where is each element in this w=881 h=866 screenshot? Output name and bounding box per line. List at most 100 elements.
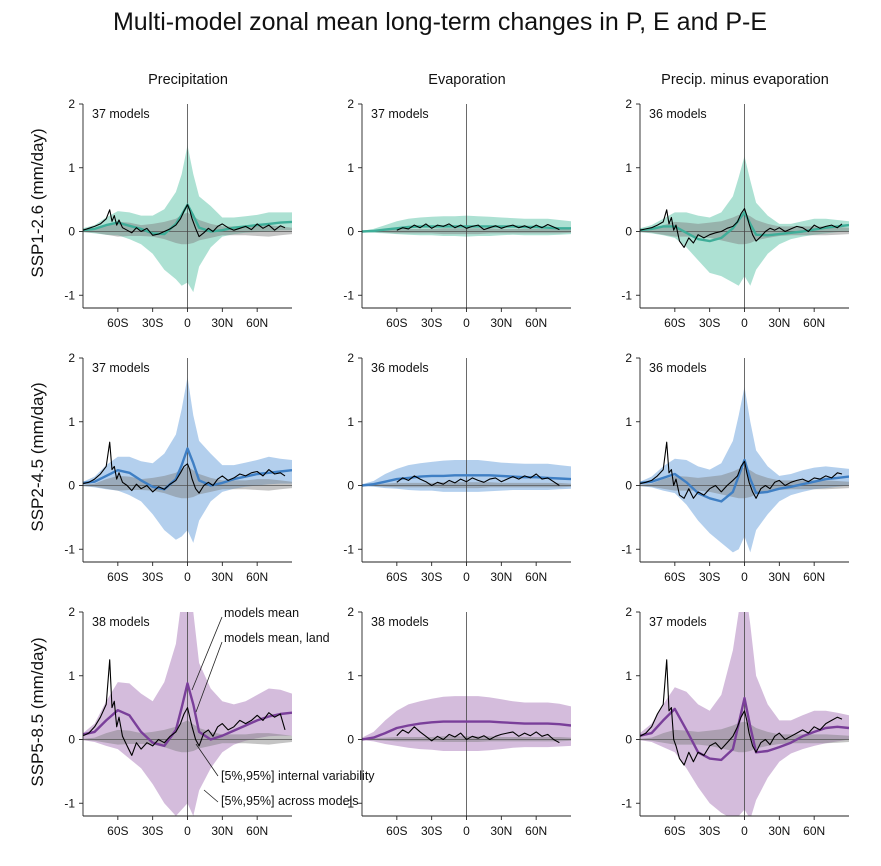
models-count-label: 37 models [92, 107, 150, 121]
row-label-ssp245: SSP2-4.5 (mm/day) [28, 382, 47, 531]
panel-3-3: -1 0 1 2 60S 30S 0 30N 60N 37 models [621, 605, 849, 838]
models-mean-line [640, 696, 849, 762]
models-mean-land-line [396, 223, 560, 231]
x-tick-label: 60S [386, 316, 407, 330]
models-mean-line [640, 211, 849, 243]
plot-area [83, 358, 292, 562]
x-tick-label: 60N [803, 824, 825, 838]
x-tick-label: 30N [768, 316, 790, 330]
models-count-label: 38 models [371, 615, 429, 629]
y-tick-label: 2 [347, 605, 354, 619]
y-tick-label: -1 [621, 796, 632, 810]
y-tick-label: 0 [347, 733, 354, 747]
models-mean-land-line [640, 208, 843, 248]
models-mean-line [83, 447, 292, 491]
x-tick-label: 60N [246, 570, 268, 584]
panel-1-2: -1 0 1 2 60S 30S 0 30N 60N 37 models [343, 97, 571, 330]
x-tick-label: 60S [664, 316, 685, 330]
x-tick-label: 30N [490, 570, 512, 584]
y-tick-label: -1 [64, 542, 75, 556]
y-tick-label: 2 [68, 97, 75, 111]
panels-group: -1 0 1 2 60S 30S 0 30N 60N 37 models -1 0 1 2 60S 30S 0 3… [64, 97, 849, 838]
y-tick-label: 0 [347, 225, 354, 239]
models-mean-line [362, 225, 571, 233]
annotation-models-mean-land: models mean, land [224, 631, 330, 645]
models-count-label: 38 models [92, 615, 150, 629]
x-tick-label: 30N [211, 824, 233, 838]
x-tick-label: 30S [421, 570, 442, 584]
y-tick-label: -1 [621, 542, 632, 556]
x-tick-label: 60N [803, 316, 825, 330]
y-tick-label: 0 [625, 225, 632, 239]
x-tick-label: 30N [490, 824, 512, 838]
panel-2-2: -1 0 1 2 60S 30S 0 30N 60N 36 models [343, 351, 571, 584]
models-count-label: 37 models [649, 615, 707, 629]
y-tick-label: 1 [347, 161, 354, 175]
panel-1-1: -1 0 1 2 60S 30S 0 30N 60N 37 models [64, 97, 292, 330]
x-tick-label: 30N [211, 316, 233, 330]
models-mean-land-line [83, 204, 286, 238]
y-tick-label: 1 [68, 415, 75, 429]
y-tick-label: 0 [347, 479, 354, 493]
column-title-p-minus-e: Precip. minus evaporation [661, 72, 829, 88]
row-label-ssp126: SSP1-2.6 (mm/day) [28, 128, 47, 277]
y-tick-label: 1 [68, 669, 75, 683]
models-count-label: 36 models [649, 361, 707, 375]
y-tick-label: 1 [68, 161, 75, 175]
x-tick-label: 0 [741, 570, 748, 584]
x-tick-label: 60N [525, 824, 547, 838]
y-tick-label: -1 [621, 288, 632, 302]
models-mean-line [640, 458, 849, 503]
models-mean-line [362, 474, 571, 487]
y-tick-label: 1 [625, 161, 632, 175]
plot-area [362, 358, 571, 562]
annotation-models-mean: models mean [224, 606, 299, 620]
x-tick-label: 0 [463, 316, 470, 330]
x-tick-label: 0 [463, 824, 470, 838]
x-tick-label: 30S [142, 570, 163, 584]
x-tick-label: 30N [490, 316, 512, 330]
x-tick-label: 60S [107, 316, 128, 330]
x-tick-label: 0 [184, 570, 191, 584]
annotation-leader-internal-variability [195, 743, 219, 777]
models-mean-land-line [640, 441, 843, 499]
plot-area [640, 358, 849, 562]
annotation-internal-variability: [5%,95%] internal variability [221, 769, 375, 783]
x-tick-label: 0 [463, 570, 470, 584]
y-tick-label: 2 [625, 351, 632, 365]
x-tick-label: 30N [768, 570, 790, 584]
x-tick-label: 30S [142, 824, 163, 838]
models-count-label: 37 models [92, 361, 150, 375]
x-tick-label: 60S [386, 824, 407, 838]
x-tick-label: 60N [803, 570, 825, 584]
y-tick-label: -1 [343, 288, 354, 302]
y-tick-label: 2 [68, 351, 75, 365]
row-label-ssp585: SSP5-8.5 (mm/day) [28, 637, 47, 786]
models-mean-land-line [83, 441, 286, 494]
x-tick-label: 60N [246, 316, 268, 330]
y-tick-label: 2 [347, 97, 354, 111]
x-tick-label: 0 [184, 824, 191, 838]
annotation-leader-across-models [203, 789, 219, 803]
models-mean-land-line [396, 726, 560, 744]
panel-2-3: -1 0 1 2 60S 30S 0 30N 60N 36 models [621, 351, 849, 584]
x-tick-label: 60N [525, 316, 547, 330]
models-mean-land-line [83, 659, 286, 756]
y-tick-label: 0 [68, 733, 75, 747]
plot-area [362, 612, 571, 816]
y-tick-label: -1 [343, 796, 354, 810]
y-tick-label: 2 [625, 97, 632, 111]
x-tick-label: 30S [699, 824, 720, 838]
x-tick-label: 60S [107, 824, 128, 838]
x-tick-label: 30S [421, 824, 442, 838]
x-tick-label: 0 [741, 316, 748, 330]
x-tick-label: 60S [386, 570, 407, 584]
plot-area [83, 612, 292, 816]
annotation-leader-models-mean-land [195, 641, 223, 713]
x-tick-label: 0 [741, 824, 748, 838]
annotation-group: models mean models mean, land [5%,95%] i… [191, 606, 375, 808]
x-tick-label: 60S [664, 824, 685, 838]
x-tick-label: 0 [184, 316, 191, 330]
y-tick-label: 1 [347, 669, 354, 683]
models-count-label: 36 models [371, 361, 429, 375]
